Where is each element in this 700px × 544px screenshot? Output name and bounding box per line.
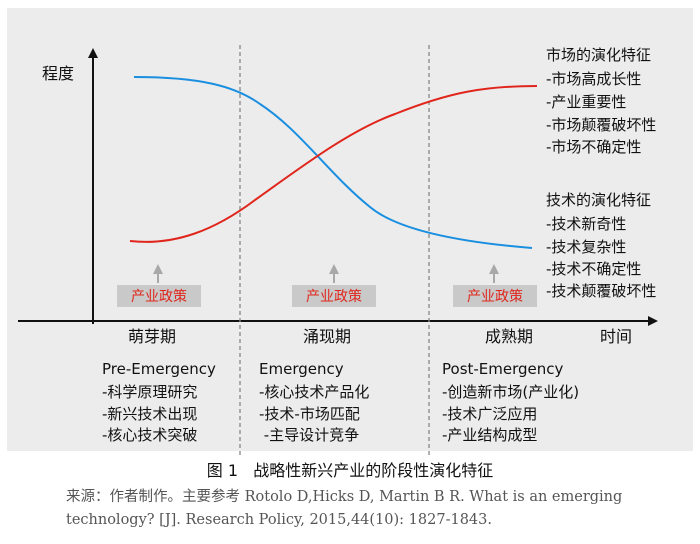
tech-feature-item: -技术不确定性: [546, 260, 641, 278]
policy-box-3: [453, 285, 537, 307]
stage-item: -核心技术产品化: [259, 383, 369, 401]
tech-feature-item: -技术颠覆破坏性: [546, 282, 656, 300]
stage-name-3: 成熟期: [485, 327, 533, 346]
tech-curve: [133, 76, 533, 249]
tech-features-title: 技术的演化特征: [546, 191, 651, 209]
policy-box-1: [117, 285, 201, 307]
diagram-panel: [7, 8, 693, 451]
stage-item: -技术广泛应用: [442, 405, 537, 423]
stage-name-2: 涌现期: [303, 327, 351, 346]
stage-item: -新兴技术出现: [102, 405, 197, 423]
stage-title-2: Emergency: [259, 360, 344, 378]
market-feature-item: -市场高成长性: [546, 70, 641, 88]
market-feature-item: -市场不确定性: [546, 138, 641, 156]
policy-label-2: 产业政策: [306, 288, 362, 305]
stage-item: -技术-市场匹配: [259, 405, 360, 423]
x-axis-label: 时间: [600, 327, 632, 346]
market-features-title: 市场的演化特征: [546, 46, 651, 64]
policy-box-2: [292, 285, 376, 307]
tech-feature-item: -技术新奇性: [546, 215, 626, 233]
stage-item: -主导设计竞争: [259, 426, 359, 444]
policy-label-3: 产业政策: [467, 288, 523, 305]
stage-title-3: Post-Emergency: [442, 360, 564, 378]
stage-item: -核心技术突破: [102, 426, 197, 444]
stage-item: -科学原理研究: [102, 383, 197, 401]
y-axis-label: 程度: [42, 64, 74, 83]
policy-label-1: 产业政策: [131, 288, 187, 305]
figure-source: 来源：作者制作。主要参考 Rotolo D,Hicks D, Martin B …: [66, 489, 623, 528]
stage-title-1: Pre-Emergency: [102, 360, 216, 378]
figure-caption: 图 1 战略性新兴产业的阶段性演化特征: [206, 461, 494, 480]
stage-item: -创造新市场(产业化): [442, 383, 579, 401]
stage-name-1: 萌芽期: [128, 327, 176, 346]
stage-item: -产业结构成型: [442, 426, 537, 444]
market-feature-item: -产业重要性: [546, 93, 626, 111]
market-curve: [129, 85, 538, 243]
tech-feature-item: -技术复杂性: [546, 238, 626, 256]
market-feature-item: -市场颠覆破坏性: [546, 116, 656, 134]
